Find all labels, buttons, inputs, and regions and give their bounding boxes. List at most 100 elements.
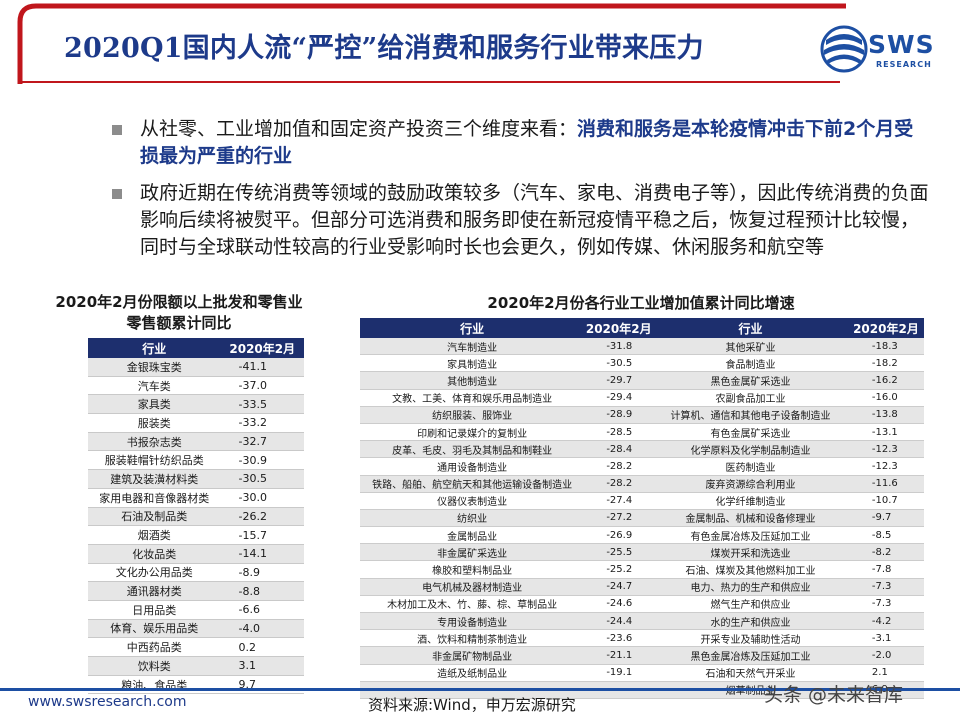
column-header: 行业: [653, 318, 848, 338]
industry-name-cell: 家具类: [88, 394, 221, 415]
value-cell: -28.2: [584, 475, 654, 493]
table-row: 烟酒类 -15.7: [88, 525, 304, 545]
industry-name-cell: 计算机、通信和其他电子设备制造业: [653, 406, 848, 424]
value-cell: -18.3: [847, 338, 924, 356]
value-cell: -10.7: [847, 492, 924, 510]
table-row: 日用品类 -6.6: [88, 600, 304, 620]
bullet-item: 从社零、工业增加值和固定资产投资三个维度来看：消费和服务是本轮疫情冲击下前2个月…: [112, 116, 932, 170]
industry-name-cell: 文化办公用品类: [88, 563, 221, 583]
value-cell: -9.7: [847, 509, 924, 528]
table-row: 电气机械及器材制造业 -24.7 电力、热力的生产和供应业 -7.3: [360, 578, 924, 596]
logo-subtext: RESEARCH: [876, 60, 932, 69]
industry-name-cell: 非金属矿物制品业: [360, 646, 585, 665]
table-row: 中西药品类 0.2: [88, 637, 304, 657]
value-cell: -4.0: [220, 619, 304, 639]
value-cell: 0.2: [220, 637, 304, 657]
industry-name-cell: 化学纤维制造业: [653, 492, 848, 510]
value-cell: -29.7: [584, 371, 654, 390]
value-cell: -4.2: [847, 612, 924, 631]
bullet-list: 从社零、工业增加值和固定资产投资三个维度来看：消费和服务是本轮疫情冲击下前2个月…: [112, 116, 932, 271]
table-row: 非金属矿物制品业 -21.1 黑色金属冶炼及压延加工业 -2.0: [360, 646, 924, 665]
value-cell: -25.2: [584, 560, 654, 579]
industry-table-title: 2020年2月份各行业工业增加值累计同比增速: [487, 294, 795, 312]
website-link[interactable]: www.swsresearch.com: [28, 694, 187, 710]
column-header: 2020年2月: [220, 338, 304, 358]
value-cell: -24.7: [584, 578, 654, 596]
table-row: 书报杂志类 -32.7: [88, 432, 304, 452]
header-frame: [17, 3, 846, 84]
table-row: 橡胶和塑料制品业 -25.2 石油、煤炭及其他燃料加工业 -7.8: [360, 560, 924, 579]
industry-name-cell: 中西药品类: [88, 637, 221, 657]
industry-name-cell: 日用品类: [88, 600, 221, 620]
value-cell: -8.9: [220, 563, 304, 583]
industry-name-cell: 服装类: [88, 413, 221, 433]
industry-name-cell: 专用设备制造业: [360, 612, 585, 631]
industry-name-cell: 纺织服装、服饰业: [360, 406, 585, 424]
industry-name-cell: 酒、饮料和精制茶制造业: [360, 629, 585, 648]
industry-name-cell: 黑色金属冶炼及压延加工业: [653, 646, 848, 665]
industry-name-cell: 废弃资源综合利用业: [653, 475, 848, 493]
industry-name-cell: 书报杂志类: [88, 432, 221, 452]
industry-name-cell: 烟酒类: [88, 525, 221, 545]
industry-name-cell: 石油及制品类: [88, 507, 221, 527]
table-row: 纺织服装、服饰业 -28.9 计算机、通信和其他电子设备制造业 -13.8: [360, 406, 924, 424]
value-cell: -2.0: [847, 646, 924, 665]
value-cell: -31.8: [584, 338, 654, 356]
industry-name-cell: 食品制造业: [653, 354, 848, 373]
value-cell: -24.4: [584, 612, 654, 631]
industry-name-cell: 石油和天然气开采业: [653, 664, 848, 682]
table-row: 通用设备制造业 -28.2 医药制造业 -12.3: [360, 457, 924, 476]
industry-name-cell: 体育、娱乐用品类: [88, 619, 221, 639]
column-header: 2020年2月: [847, 318, 924, 338]
industry-name-cell: 有色金属矿采选业: [653, 423, 848, 442]
value-cell: -28.4: [584, 440, 654, 459]
industry-name-cell: 医药制造业: [653, 457, 848, 476]
value-cell: -8.8: [220, 581, 304, 601]
table-row: 饮料类 3.1: [88, 656, 304, 676]
industry-name-cell: 木材加工及木、竹、藤、棕、草制品业: [360, 595, 585, 614]
industry-name-cell: 汽车制造业: [360, 338, 585, 356]
value-cell: -28.5: [584, 423, 654, 442]
industry-name-cell: 其他制造业: [360, 371, 585, 390]
industry-name-cell: 通用设备制造业: [360, 457, 585, 476]
table-row: 通讯器材类 -8.8: [88, 581, 304, 601]
value-cell: -27.2: [584, 509, 654, 528]
industry-name-cell: 其他采矿业: [653, 338, 848, 356]
industry-name-cell: 橡胶和塑料制品业: [360, 560, 585, 579]
table-row: 文教、工美、体育和娱乐用品制造业 -29.4 农副食品加工业 -16.0: [360, 389, 924, 407]
retail-table-body: 金银珠宝类 -41.1 汽车类 -37.0 家具类 -33.5 服装类 -33.2 书报杂志类 -…: [88, 358, 304, 695]
industry-name-cell: 建筑及装潢材料类: [88, 469, 221, 489]
value-cell: 3.1: [220, 656, 304, 676]
industry-name-cell: 汽车类: [88, 376, 221, 396]
value-cell: -33.2: [220, 413, 304, 433]
value-cell: -23.6: [584, 629, 654, 648]
industry-name-cell: 纺织业: [360, 509, 585, 528]
industry-name-cell: 金属制品、机械和设备修理业: [653, 509, 848, 528]
industry-name-cell: 农副食品加工业: [653, 389, 848, 407]
bullet-item: 政府近期在传统消费等领域的鼓励政策较多（汽车、家电、消费电子等），因此传统消费的…: [112, 180, 932, 261]
table-row: 家具类 -33.5: [88, 394, 304, 415]
industry-name-cell: 煤炭开采和洗选业: [653, 543, 848, 562]
watermark: 头条 @未来智库: [764, 684, 904, 706]
industry-name-cell: 文教、工美、体育和娱乐用品制造业: [360, 389, 585, 407]
footer-divider: [0, 688, 960, 691]
value-cell: -7.3: [847, 578, 924, 596]
value-cell: 9.7: [220, 675, 304, 695]
value-cell: -30.0: [220, 488, 304, 508]
value-cell: -30.5: [584, 354, 654, 373]
retail-table-title: 2020年2月份限额以上批发和零售业零售额累计同比: [55, 293, 303, 332]
industry-table-body: 汽车制造业 -31.8 其他采矿业 -18.3 家具制造业 -30.5 食品制造业 -18.2…: [360, 338, 924, 699]
table-row: 其他制造业 -29.7 黑色金属矿采选业 -16.2: [360, 371, 924, 390]
table-row: 服装类 -33.2: [88, 413, 304, 433]
industry-name-cell: 水的生产和供应业: [653, 612, 848, 631]
table-row: 酒、饮料和精制茶制造业 -23.6 开采专业及辅助性活动 -3.1: [360, 629, 924, 648]
table-row: 建筑及装潢材料类 -30.5: [88, 469, 304, 489]
value-cell: -12.3: [847, 440, 924, 459]
value-cell: -16.2: [847, 371, 924, 390]
column-header: 行业: [88, 338, 221, 358]
retail-sales-table: 行业 2020年2月 金银珠宝类 -41.1 汽车类 -37.0 家具类 -33.5 服装类…: [88, 338, 304, 695]
table-row: 金属制品业 -26.9 有色金属冶炼及压延加工业 -8.5: [360, 526, 924, 545]
table-row: 汽车制造业 -31.8 其他采矿业 -18.3: [360, 338, 924, 356]
industry-name-cell: 电气机械及器材制造业: [360, 578, 585, 596]
value-cell: -16.0: [847, 389, 924, 407]
